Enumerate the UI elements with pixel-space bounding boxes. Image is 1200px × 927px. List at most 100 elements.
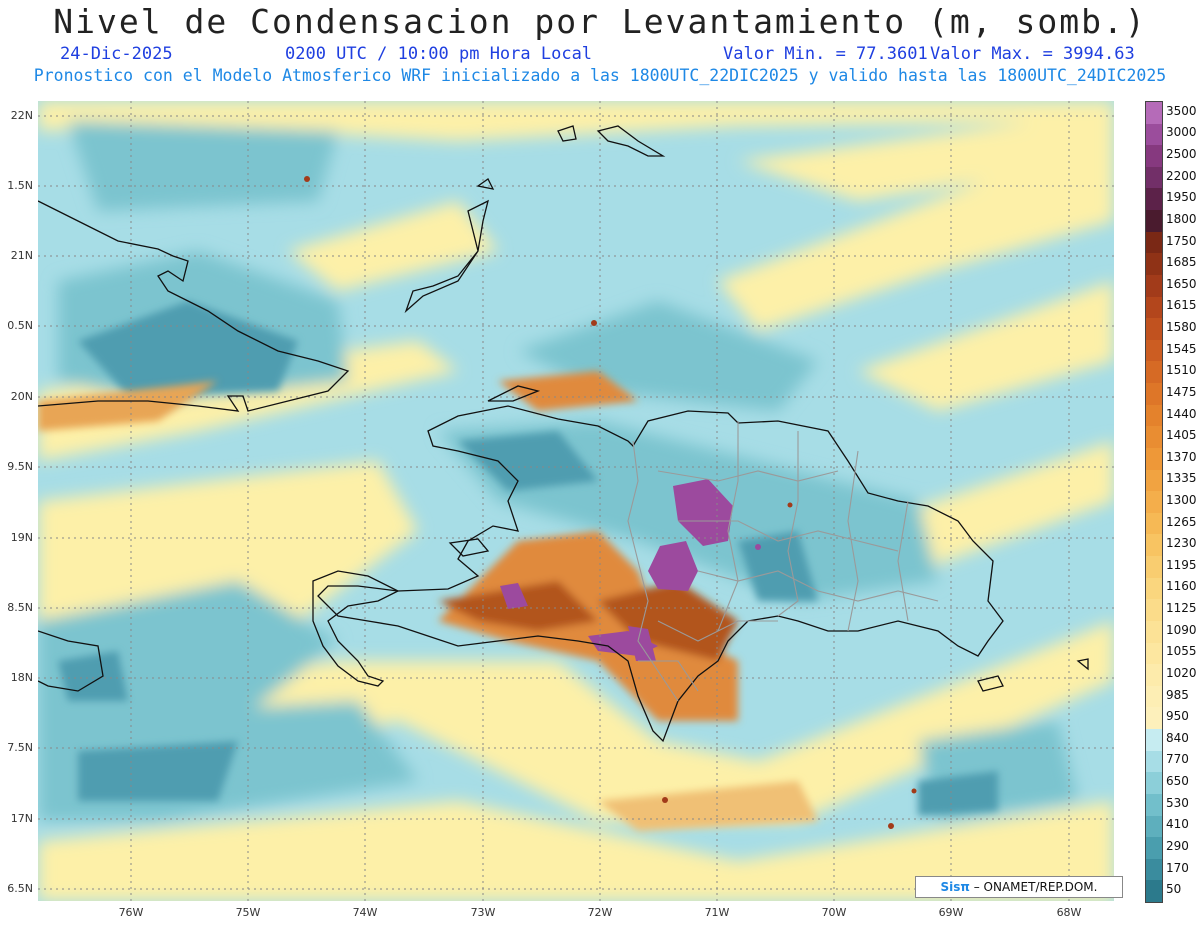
colorbar-segment <box>1146 577 1162 600</box>
colorbar-segment <box>1146 880 1162 903</box>
colorbar-segment <box>1146 188 1162 211</box>
colorbar-label: 2500 <box>1166 147 1197 162</box>
colorbar-label: 170 <box>1166 860 1189 875</box>
colorbar-label: 840 <box>1166 730 1189 745</box>
colorbar-label: 1230 <box>1166 536 1197 551</box>
cuba-coast <box>38 200 350 412</box>
saona-island <box>977 675 1004 692</box>
colorbar-segment <box>1146 534 1162 557</box>
graticule <box>38 101 1114 901</box>
colorbar-label: 1020 <box>1166 665 1197 680</box>
colorbar-segment <box>1146 404 1162 427</box>
small-cells <box>304 176 917 829</box>
colorbar-label: 1545 <box>1166 341 1197 356</box>
colorbar-segment <box>1146 447 1162 471</box>
field-high <box>38 371 818 831</box>
lat-label-22n: 22N <box>10 109 33 122</box>
bahamas-north <box>596 125 666 157</box>
colorbar-label: 410 <box>1166 817 1189 832</box>
colorbar-label: 650 <box>1166 774 1189 789</box>
jamaica-coast <box>312 570 400 687</box>
colorbar-segment <box>1146 469 1162 492</box>
colorbar-label: 1055 <box>1166 644 1197 659</box>
colorbar-label: 3500 <box>1166 103 1197 118</box>
lcl-map <box>38 101 1114 901</box>
colorbar-segment <box>1146 253 1162 276</box>
lat-label-19n: 19N <box>10 531 33 544</box>
colorbar-segment <box>1146 231 1162 254</box>
colorbar-label: 1580 <box>1166 320 1197 335</box>
lon-label-70w: 70W <box>821 906 847 919</box>
lon-label-75w: 75W <box>235 906 261 919</box>
colorbar-segment <box>1146 599 1162 622</box>
coastlines <box>38 125 1089 743</box>
lat-label-16-5n: 6.5N <box>7 882 33 895</box>
gonave-island <box>448 538 490 557</box>
lat-label-20-5n: 0.5N <box>7 319 33 332</box>
sispi-logo: Sisπ <box>940 880 970 894</box>
colorbar-segment <box>1146 383 1162 406</box>
lat-label-17-5n: 7.5N <box>7 741 33 754</box>
colorbar-segment <box>1146 361 1162 384</box>
colorbar-label: 1265 <box>1166 514 1197 529</box>
bahamas-inagua <box>404 199 489 314</box>
colorbar-label: 770 <box>1166 752 1189 767</box>
colorbar-segment <box>1146 166 1162 189</box>
hispaniola-coast <box>317 405 1004 743</box>
colorbar-label: 530 <box>1166 795 1189 810</box>
colorbar-segment <box>1146 296 1162 319</box>
colorbar-segment <box>1146 858 1162 881</box>
cay-2 <box>557 125 577 142</box>
colorbar-label: 1370 <box>1166 449 1197 464</box>
colorbar-segment <box>1146 642 1162 665</box>
colorbar-label: 1615 <box>1166 298 1197 313</box>
colorbar-segment <box>1146 793 1162 816</box>
colorbar-label: 1125 <box>1166 601 1197 616</box>
colorbar-segment <box>1146 707 1162 730</box>
forecast-time: 0200 UTC / 10:00 pm Hora Local <box>285 44 593 64</box>
colorbar-label: 985 <box>1166 687 1189 702</box>
colorbar-segment <box>1146 102 1162 125</box>
colorbar-segment <box>1146 729 1162 752</box>
colorbar-segment <box>1146 426 1162 449</box>
colorbar-segment <box>1146 556 1162 579</box>
lat-label-18-5n: 8.5N <box>7 601 33 614</box>
colorbar-label: 290 <box>1166 838 1189 853</box>
lon-label-68w: 68W <box>1056 906 1082 919</box>
colorbar-segment <box>1146 664 1162 687</box>
colorbar-label: 950 <box>1166 709 1189 724</box>
colorbar-segment <box>1146 210 1162 233</box>
lon-label-71w: 71W <box>704 906 730 919</box>
colorbar-label: 2200 <box>1166 168 1197 183</box>
lon-label-69w: 69W <box>938 906 964 919</box>
colorbar-label: 1195 <box>1166 557 1197 572</box>
colorbar-label: 1750 <box>1166 233 1197 248</box>
colorbar-label: 50 <box>1166 882 1182 897</box>
colorbar-label: 1650 <box>1166 276 1197 291</box>
colorbar-segment <box>1146 274 1162 298</box>
province-borders <box>627 421 939 702</box>
colorbar-segment <box>1146 145 1162 168</box>
colorbar-segment <box>1146 815 1162 838</box>
lat-label-18n: 18N <box>10 671 33 684</box>
colorbar-segment <box>1146 491 1162 514</box>
cay-1 <box>476 178 495 190</box>
colorbar-label: 1950 <box>1166 190 1197 205</box>
west-coast <box>38 630 104 692</box>
colorbar-label: 1300 <box>1166 493 1197 507</box>
lat-label-21-5n: 1.5N <box>7 179 33 192</box>
colorbar-segment <box>1146 318 1162 341</box>
colorbar-label: 1160 <box>1166 579 1197 594</box>
model-info: Pronostico con el Modelo Atmosferico WRF… <box>33 66 1167 85</box>
colorbar-segment <box>1146 123 1162 146</box>
colorbar-label: 1440 <box>1166 406 1197 421</box>
credit-text: – ONAMET/REP.DOM. <box>969 880 1098 894</box>
lon-label-76w: 76W <box>118 906 144 919</box>
colorbar <box>1145 101 1163 903</box>
colorbar-segment <box>1146 750 1162 773</box>
colorbar-segment <box>1146 685 1162 708</box>
colorbar-segment <box>1146 339 1162 362</box>
min-value: Valor Min. = 77.3601 <box>723 44 928 64</box>
map-title: Nivel de Condensacion por Levantamiento … <box>53 2 1147 41</box>
colorbar-label: 1800 <box>1166 211 1197 226</box>
